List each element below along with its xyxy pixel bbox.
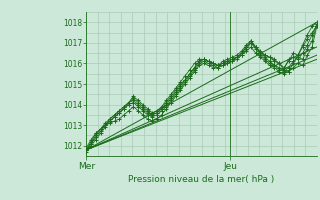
X-axis label: Pression niveau de la mer( hPa ): Pression niveau de la mer( hPa ) (128, 175, 275, 184)
